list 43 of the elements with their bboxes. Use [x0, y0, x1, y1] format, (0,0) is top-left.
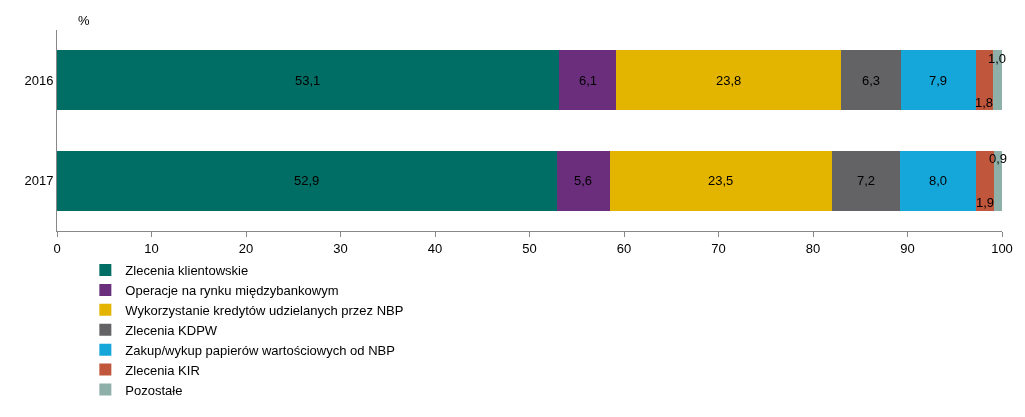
- legend-label: Wykorzystanie kredytów udzielanych przez NBP: [125, 302, 404, 318]
- x-tick-label: 10: [144, 240, 159, 256]
- bar: [556, 150, 610, 211]
- data-label: 1,8: [975, 95, 994, 110]
- x-axis-title: %: [78, 13, 90, 28]
- legend-label: Pozostałe: [125, 382, 183, 398]
- legend-label: Operacje na rynku międzybankowym: [125, 283, 339, 299]
- bar: [558, 50, 617, 111]
- data-label: 52,9: [294, 173, 320, 188]
- data-label: 23,8: [716, 73, 742, 88]
- bar: [841, 50, 901, 111]
- x-tick-label: 40: [427, 240, 443, 256]
- bar: [900, 50, 976, 111]
- legend-label: Zlecenia KIR: [125, 362, 200, 378]
- data-label: 23,5: [708, 173, 734, 188]
- data-label: 1,9: [976, 195, 995, 210]
- data-label: 8,0: [929, 173, 948, 188]
- y-tick-label: 2017: [24, 173, 54, 189]
- bar: [616, 50, 842, 111]
- x-tick-label: 90: [900, 240, 915, 256]
- x-tick-label: 80: [805, 240, 821, 256]
- data-label: 6,3: [862, 73, 881, 88]
- legend-label: Zlecenia KDPW: [125, 322, 218, 338]
- y-tick-label: 2016: [24, 72, 54, 88]
- bar: [57, 50, 559, 111]
- data-label: 53,1: [295, 73, 321, 88]
- x-tick-label: 100: [991, 240, 1013, 256]
- data-label: 5,6: [574, 173, 593, 188]
- x-tick-label: 60: [616, 240, 632, 256]
- data-label: 7,2: [857, 173, 876, 188]
- x-tick-label: 70: [711, 240, 726, 256]
- legend-label: Zlecenia klientowskie: [125, 263, 249, 279]
- bar: [831, 150, 900, 211]
- bar: [609, 150, 832, 211]
- legend-label: Zakup/wykup papierów wartościowych od NBP: [125, 342, 395, 358]
- x-tick-label: 30: [333, 240, 348, 256]
- data-label: 6,1: [579, 73, 598, 88]
- x-tick-label: 50: [522, 240, 537, 256]
- data-label: 7,9: [929, 73, 948, 88]
- x-tick-label: 0: [53, 240, 61, 256]
- bar: [57, 150, 557, 211]
- x-tick-label: 20: [238, 240, 254, 256]
- bar: [899, 150, 976, 211]
